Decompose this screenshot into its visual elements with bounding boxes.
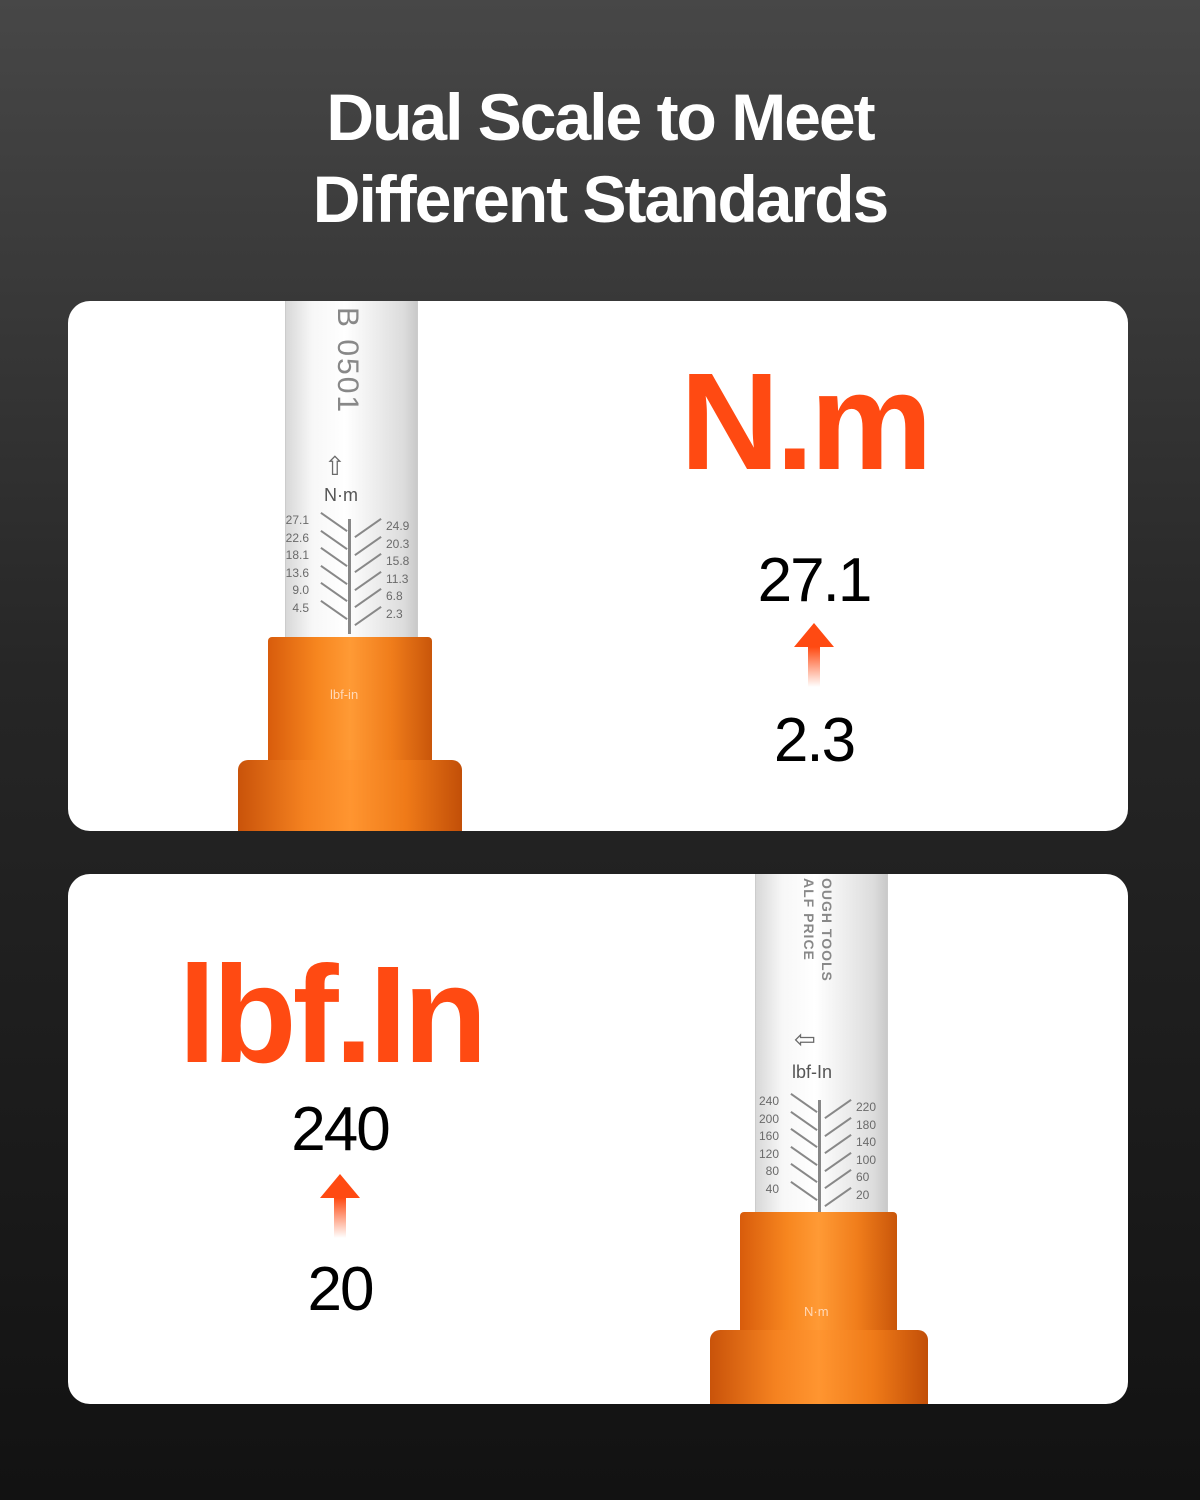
scale-label: 15.8 — [386, 554, 410, 568]
scale-label: 18.1 — [285, 548, 309, 562]
nm-panel: B 0501 ⇧ N·m 27.1 22.6 18.1 13.6 9.0 4.5 24.9 2… — [68, 301, 1128, 831]
scale-label: 240 — [758, 1094, 779, 1108]
scale-tick — [790, 1163, 818, 1183]
scale-tick — [320, 547, 348, 567]
min-value: 20 — [307, 1255, 375, 1324]
scale-tick — [354, 570, 382, 591]
arrow-up-icon — [320, 1174, 360, 1238]
scale-tick — [320, 599, 348, 620]
min-value: 2.3 — [773, 706, 856, 775]
wrench-base — [710, 1330, 928, 1404]
scale-tick — [320, 582, 348, 602]
page-title: Dual Scale to Meet Different Standards — [312, 80, 889, 236]
unit-heading: N.m — [680, 345, 933, 499]
scale-label: 220 — [856, 1100, 877, 1114]
scale-spine — [818, 1100, 821, 1215]
scale-tick — [824, 1186, 852, 1207]
scale-label: 40 — [765, 1181, 779, 1196]
lbf-panel: lbf.In 240 20 OUGH TOOLS ALF PRICE ⇦ lbf… — [68, 874, 1128, 1404]
scale-label: 20.3 — [386, 536, 410, 551]
scale-label: 6.8 — [386, 589, 403, 603]
scale-label: 24.9 — [386, 519, 410, 533]
max-value: 27.1 — [757, 546, 873, 615]
tube-unit: lbf-In — [792, 1062, 833, 1082]
scale-tick — [354, 588, 382, 608]
scale-label: 160 — [758, 1129, 779, 1143]
scale-label: 22.6 — [285, 530, 309, 545]
scale-tick — [824, 1099, 852, 1119]
scale-label: 120 — [758, 1146, 779, 1161]
scale-spine — [348, 519, 351, 634]
scale-tick — [790, 1110, 818, 1131]
scale-label: 80 — [765, 1164, 779, 1178]
wrench-collar: lbf-in — [268, 637, 432, 761]
collar-unit: lbf-in — [330, 687, 359, 702]
scale-label: 2.3 — [386, 606, 403, 621]
collar-unit: N·m — [804, 1304, 829, 1319]
arrow-up-icon — [794, 623, 834, 687]
scale-tick — [790, 1145, 818, 1166]
direction-arrow-icon: ⇦ — [794, 1024, 816, 1054]
scale-label: 9.0 — [292, 583, 309, 597]
tube-engraving: B 0501 — [331, 307, 364, 415]
scale-label: 4.5 — [292, 600, 309, 615]
scale-label: 27.1 — [285, 513, 309, 527]
scale-tick — [320, 529, 348, 550]
tube-unit: N·m — [324, 485, 358, 505]
scale-label: 200 — [758, 1111, 779, 1126]
max-value: 240 — [291, 1095, 390, 1164]
scale-tick — [790, 1093, 818, 1113]
direction-arrow-icon: ⇧ — [324, 451, 346, 481]
scale-tick — [320, 564, 348, 585]
scale-tick — [824, 1116, 852, 1137]
scale-label: 11.3 — [386, 571, 409, 586]
scale-tick — [790, 1180, 818, 1201]
scale-tick — [790, 1128, 818, 1148]
scale-label: 13.6 — [285, 565, 309, 580]
wrench-collar: N·m — [740, 1212, 897, 1332]
unit-heading: lbf.In — [178, 938, 488, 1092]
scale-tick — [824, 1169, 852, 1189]
scale-tick — [824, 1134, 852, 1154]
scale-label: 100 — [856, 1152, 877, 1167]
scale-label: 20 — [856, 1187, 870, 1202]
scale-tick — [354, 553, 382, 573]
scale-label: 60 — [856, 1170, 870, 1184]
tube-engraving: OUGH TOOLS ALF PRICE — [801, 878, 835, 982]
wrench-tube: B 0501 ⇧ N·m 27.1 22.6 18.1 13.6 9.0 4.5 24.9 2… — [285, 301, 418, 639]
scale-label: 180 — [856, 1117, 877, 1132]
scale-tick — [354, 518, 382, 538]
scale-label: 140 — [856, 1135, 877, 1149]
scale-tick — [354, 535, 382, 556]
scale-tick — [354, 605, 382, 626]
wrench-base — [238, 760, 462, 831]
scale-tick — [320, 512, 348, 532]
wrench-tube: OUGH TOOLS ALF PRICE ⇦ lbf-In 240 200 160 1… — [755, 874, 888, 1215]
scale-tick — [824, 1151, 852, 1172]
